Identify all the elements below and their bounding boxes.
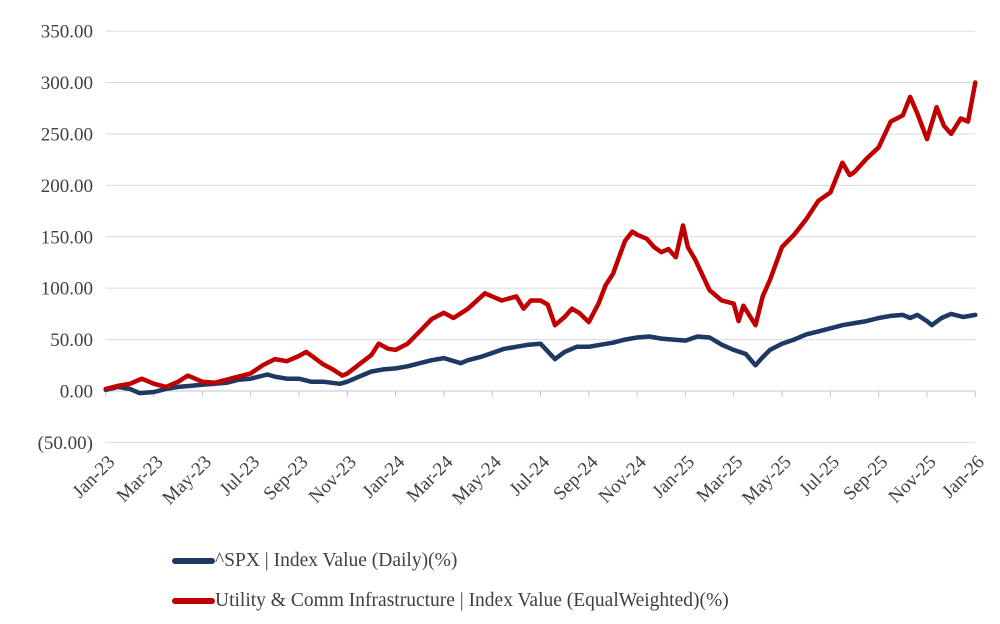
x-tick-label: Mar-23 (113, 452, 168, 507)
x-tick-label: Jan-23 (69, 452, 120, 503)
spx-legend-label: ^SPX | Index Value (Daily)(%) (215, 550, 458, 571)
y-tick-label: 150.00 (41, 227, 93, 248)
spx-legend-marker-icon (172, 558, 215, 564)
x-tick-label: Jan-25 (648, 452, 699, 503)
x-tick-label: Jan-26 (938, 452, 989, 503)
legend-item-utility: Utility & Comm Infrastructure | Index Va… (172, 588, 729, 614)
y-tick-label: 200.00 (41, 176, 93, 197)
utility-series-line (103, 80, 978, 392)
x-tick-label: May-23 (158, 452, 215, 509)
x-tick-label: Jul-25 (795, 452, 843, 500)
x-tick-label: Sep-23 (260, 452, 313, 505)
y-tick-label: 50.00 (50, 330, 93, 351)
utility-legend-marker-icon (172, 598, 215, 604)
x-tick-label: Mar-24 (403, 451, 458, 506)
x-tick-label: Sep-24 (549, 451, 602, 504)
chart-legend: ^SPX | Index Value (Daily)(%) Utility & … (172, 548, 729, 614)
x-tick-label: Sep-25 (839, 452, 892, 505)
x-tick-label: Nov-23 (305, 452, 361, 508)
y-tick-label: 350.00 (41, 22, 93, 43)
x-tick-label: Jan-24 (358, 451, 409, 502)
x-tick-label: May-25 (738, 452, 795, 509)
y-tick-label: 300.00 (41, 73, 93, 94)
x-tick-label: May-24 (448, 451, 506, 509)
x-tick-label: Nov-25 (885, 452, 941, 508)
y-tick-label: 100.00 (41, 279, 93, 300)
spx-series-line (103, 311, 978, 396)
performance-line-chart: 350.00 300.00 250.00 200.00 150.00 100.00 50.0… (38, 22, 989, 509)
x-tick-label: Nov-24 (595, 451, 651, 507)
legend-item-spx: ^SPX | Index Value (Daily)(%) (172, 548, 729, 574)
y-tick-label: 250.00 (41, 124, 93, 145)
x-tick-label: Mar-25 (692, 452, 747, 507)
x-tick-label: Jul-24 (506, 451, 555, 500)
x-tick-label: Jul-23 (216, 452, 264, 500)
y-tick-label: (50.00) (38, 433, 93, 454)
y-tick-label: 0.00 (60, 382, 93, 403)
utility-legend-label: Utility & Comm Infrastructure | Index Va… (215, 590, 729, 611)
